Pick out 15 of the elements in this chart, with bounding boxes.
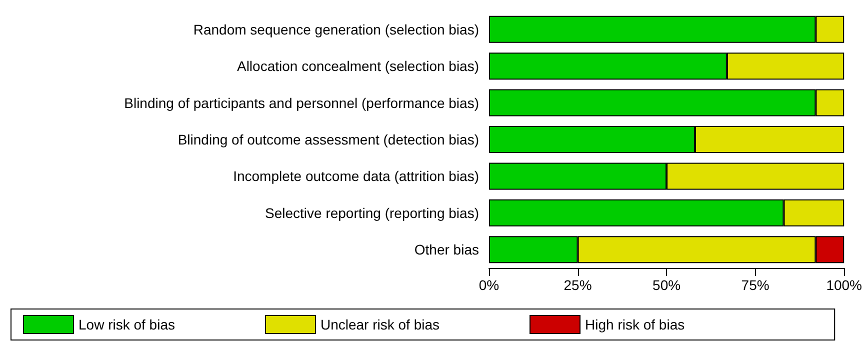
x-tick-label: 75% bbox=[741, 277, 770, 293]
legend-label: Low risk of bias bbox=[78, 316, 175, 332]
y-tick-label: Blinding of participants and personnel (performance bias) bbox=[124, 94, 479, 111]
y-tick-label: Blinding of outcome assessment (detection bias) bbox=[178, 132, 479, 148]
x-tick-label: 25% bbox=[564, 277, 592, 293]
legend-label: Unclear risk of bias bbox=[320, 316, 440, 332]
x-tick-label: 100% bbox=[826, 277, 862, 293]
y-tick-label: Other bias bbox=[414, 242, 479, 258]
x-tick-label: 0% bbox=[478, 277, 500, 293]
y-tick-label: Selective reporting (reporting bias) bbox=[265, 204, 479, 221]
x-tick-label: 50% bbox=[652, 277, 681, 293]
y-tick-label: Incomplete outcome data (attrition bias) bbox=[233, 168, 479, 184]
legend-label: High risk of bias bbox=[585, 316, 685, 332]
y-tick-label: Allocation concealment (selection bias) bbox=[236, 58, 479, 74]
y-tick-label: Random sequence generation (selection bias) bbox=[193, 21, 479, 38]
